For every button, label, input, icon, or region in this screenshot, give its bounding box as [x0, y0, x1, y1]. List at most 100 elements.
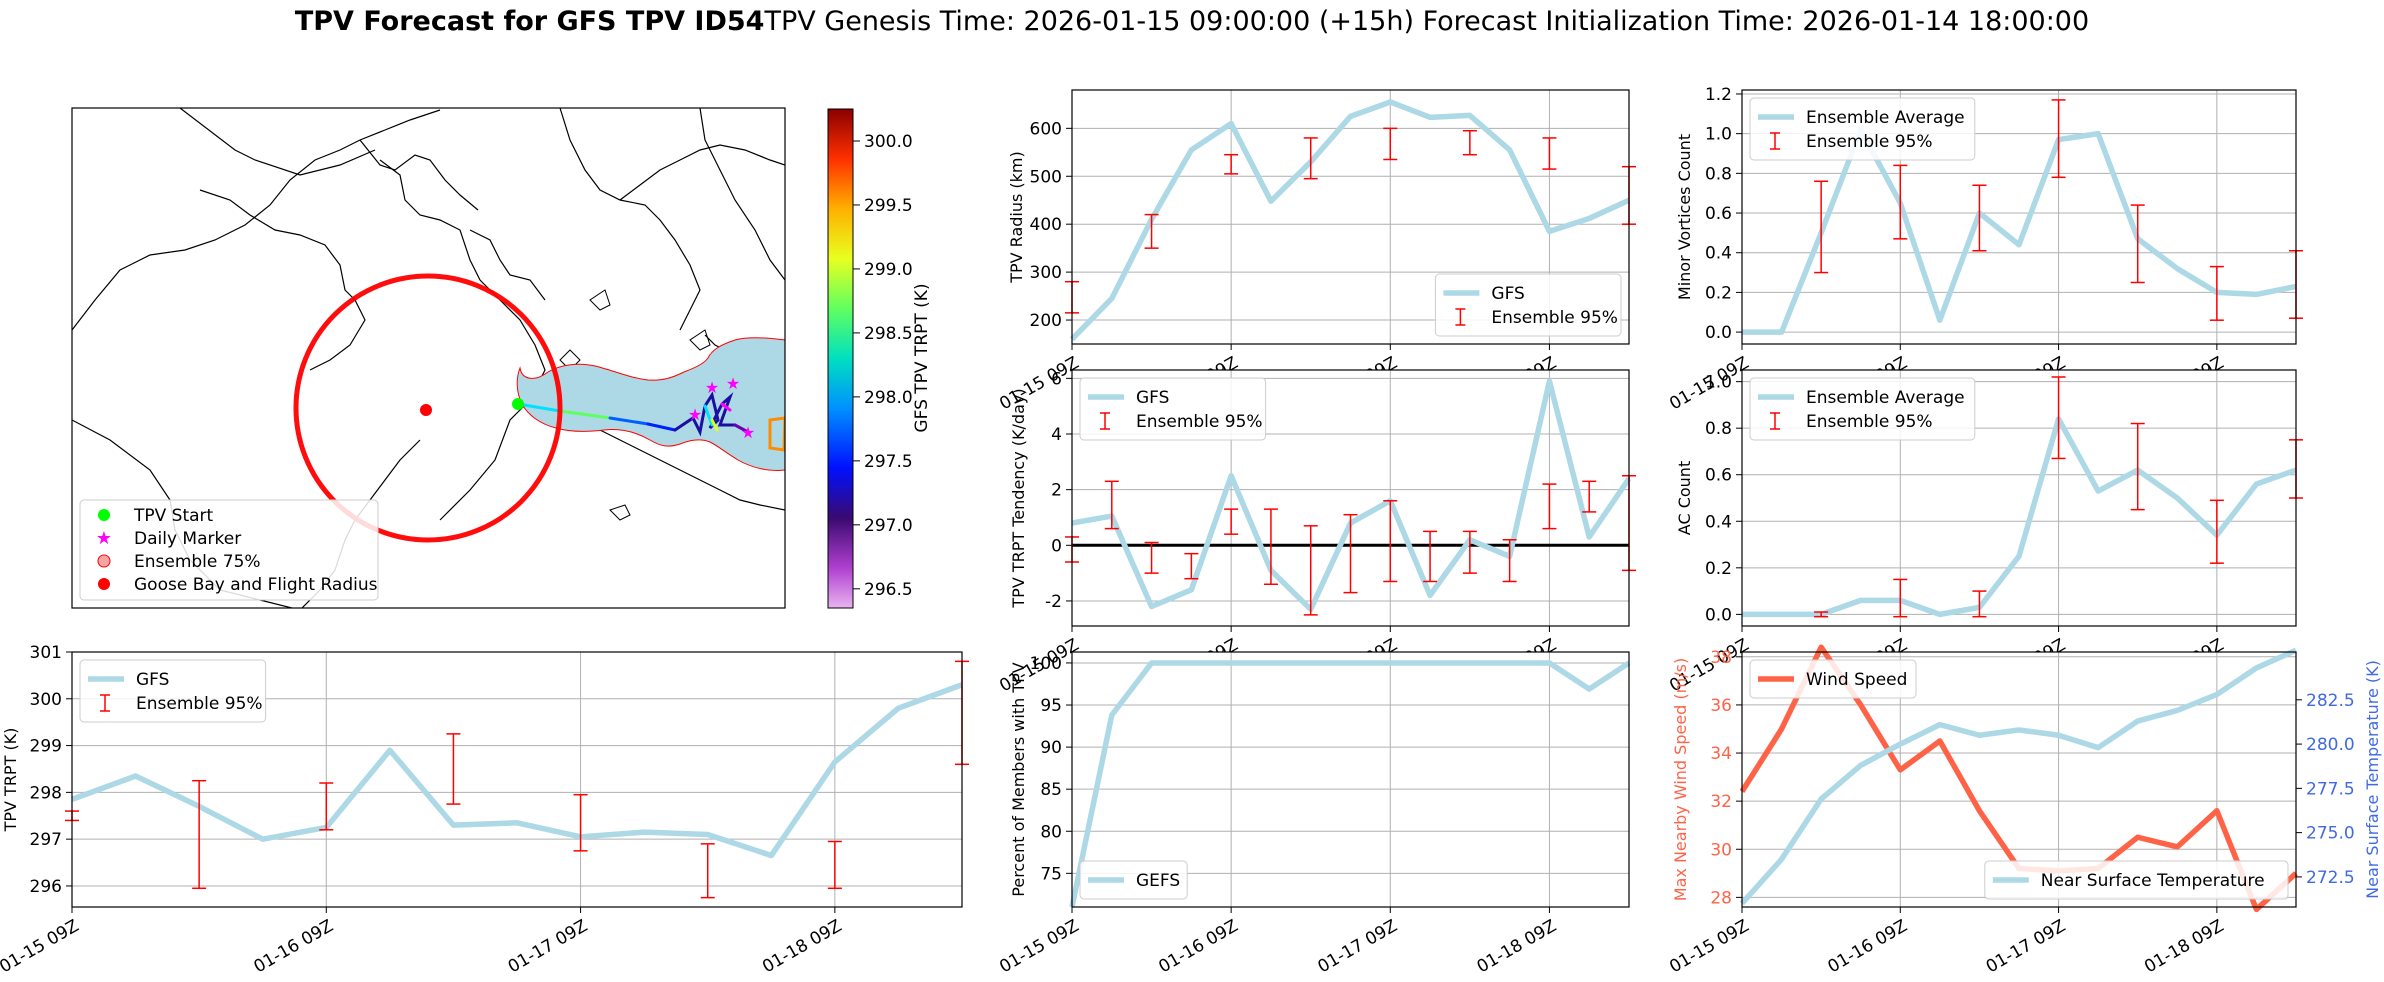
legend-tpv-start-icon [98, 509, 110, 521]
y-tick-label: 1.0 [1705, 125, 1732, 145]
y-tick-label: 0.6 [1705, 204, 1732, 224]
legend-daily-marker-icon: ★ [96, 528, 112, 549]
legend-label: Ensemble 95% [1491, 308, 1618, 328]
legend-box [1079, 377, 1267, 441]
legend-label: Ensemble 95% [1136, 412, 1263, 432]
map-panel: ★ ★ ★ ★ TPV Start ★ Daily Marker Ensembl… [71, 107, 932, 609]
y-tick-label: 38 [1710, 648, 1732, 668]
y-tick-label: 0.8 [1705, 419, 1732, 439]
y-tick-label: 300 [1030, 263, 1062, 283]
legend-box [1984, 860, 2289, 900]
y-tick-label: 32 [1710, 792, 1732, 812]
plot-frame [1071, 651, 1630, 908]
chart-percent: 75 80 85 90 95 100 01-15 09Z 01-16 09Z 01-17 09Z… [996, 651, 1631, 977]
y-tick-label: 297 [30, 830, 62, 850]
y2-tick-label: 277.5 [2306, 779, 2355, 799]
legend-box [1749, 97, 1976, 161]
y-axis-label: TPV TRPT Tendency (K/day) [1009, 388, 1028, 608]
colorbar-tick-label: 300.0 [864, 132, 913, 152]
y-tick-label: -2 [1045, 592, 1062, 612]
y2-axis-label: Near Surface Temperature (K) [2363, 660, 2382, 899]
y-tick-label: 0.0 [1705, 605, 1732, 625]
legend-box [1749, 377, 1976, 441]
plot-frame [1071, 369, 1630, 627]
colorbar-tick-label: 299.5 [864, 196, 913, 216]
map-frame [71, 107, 786, 609]
x-tick-label: 01-16 09Z [250, 916, 336, 977]
map-legend: TPV Start ★ Daily Marker Ensemble 75% Go… [79, 499, 379, 601]
goose-bay-flight-radius [293, 273, 563, 543]
colorbar-tick-label: 299.0 [864, 260, 913, 280]
legend-label: Ensemble Average [1806, 108, 1965, 128]
y-axis-label: Minor Vortices Count [1675, 134, 1694, 300]
y-tick-label: 0.0 [1705, 323, 1732, 343]
legend-daily-marker-label: Daily Marker [134, 529, 241, 549]
y-tick-label: 36 [1710, 696, 1732, 716]
series-line [71, 682, 963, 859]
x-tick-label: 01-15 09Z [996, 916, 1082, 977]
y-tick-label: 28 [1710, 888, 1732, 908]
legend-label: GFS [136, 670, 169, 690]
plot-frame [1071, 89, 1630, 345]
figure-title-bold: TPV Forecast for GFS TPV ID54 [294, 6, 765, 37]
series-line [1069, 660, 1631, 908]
colorbar-gradient [827, 108, 854, 609]
figure-title: TPV Forecast for GFS TPV ID54TPV Genesis… [0, 6, 2384, 37]
legend-label: GEFS [1136, 871, 1180, 891]
y-tick-label: 30 [1710, 840, 1732, 860]
legend: Wind Speed [1749, 659, 1917, 699]
legend-box [1434, 273, 1622, 337]
legend-box [79, 659, 267, 723]
ensemble-75-swath [516, 337, 785, 471]
x-tick-label: 01-17 09Z [505, 916, 591, 977]
y-axis-label: Percent of Members with TPV [1009, 662, 1028, 896]
x-tick-label: 01-16 09Z [1155, 916, 1241, 977]
daily-marker-icon: ★ [741, 423, 755, 442]
x-tick-label: 01-18 09Z [1474, 916, 1560, 977]
x-tick-label: 01-17 09Z [1983, 916, 2069, 977]
x-tick-label: 01-15 09Z [0, 916, 83, 977]
legend: GFS Ensemble 95% [1079, 377, 1267, 441]
y-tick-label: 100 [1030, 654, 1062, 674]
tpv-track [516, 391, 750, 437]
series-line [1070, 99, 1631, 342]
y2-tick-label: 280.0 [2306, 735, 2355, 755]
y-axis-label: TPV TRPT (K) [1, 728, 20, 833]
legend-label: Ensemble 95% [136, 694, 263, 714]
daily-marker-icon: ★ [726, 374, 740, 393]
y-tick-label: 34 [1710, 744, 1732, 764]
y-tick-label: 75 [1040, 864, 1062, 884]
y-tick-label: 296 [30, 877, 62, 897]
x-tick-label: 01-15 09Z [1666, 916, 1752, 977]
legend-ensemble-75-icon [97, 554, 111, 568]
y-tick-label: 300 [30, 690, 62, 710]
legend-box [1749, 659, 1917, 699]
daily-marker-icon: ★ [705, 378, 719, 397]
legend-label: Wind Speed [1806, 670, 1907, 690]
legend-goose-bay-label: Goose Bay and Flight Radius [134, 575, 378, 595]
legend-ensemble-75-label: Ensemble 75% [134, 552, 261, 572]
legend-goose-bay-icon [98, 578, 110, 590]
chart-wind_temp: 272.5 275.0 277.5 280.0 282.5 Near Surface Te… [1666, 644, 2382, 977]
legend-tpv-start-label: TPV Start [133, 506, 214, 526]
y2-tick-label: 282.5 [2306, 691, 2355, 711]
map-legend-box [79, 499, 379, 601]
y-tick-label: 299 [30, 737, 62, 757]
figure-title-rest: TPV Genesis Time: 2026-01-15 09:00:00 (+… [764, 6, 2090, 37]
y-tick-label: 500 [1030, 167, 1062, 187]
y-tick-label: 0.2 [1705, 283, 1732, 303]
series-line [1742, 126, 2297, 335]
colorbar-tick-label: 298.0 [864, 388, 913, 408]
y-axis-label: TPV Radius (km) [1007, 151, 1026, 284]
y-tick-label: 80 [1040, 822, 1062, 842]
y-tick-label: 85 [1040, 780, 1062, 800]
y-axis-label: AC Count [1675, 461, 1694, 535]
colorbar-tick-label: 298.5 [864, 324, 913, 344]
y-tick-label: 0.2 [1705, 559, 1732, 579]
y-tick-label: 6 [1051, 369, 1062, 389]
colorbar-label: GFS TPV TRPT (K) [912, 283, 932, 432]
y-tick-label: 200 [1030, 311, 1062, 331]
